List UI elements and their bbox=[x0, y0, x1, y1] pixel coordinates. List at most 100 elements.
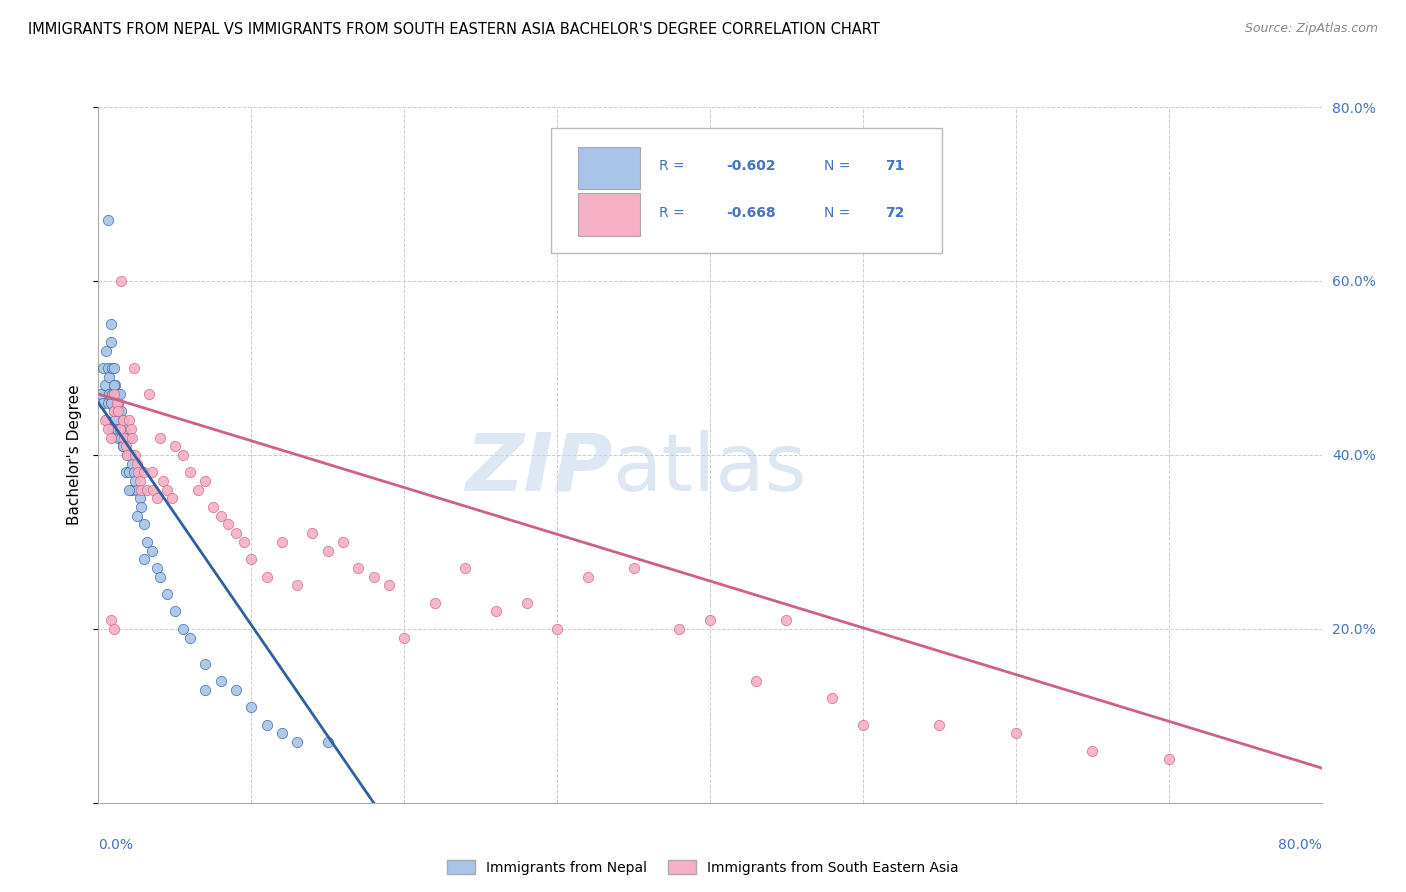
Point bbox=[121, 457, 143, 471]
Text: R =: R = bbox=[658, 206, 689, 219]
Point bbox=[699, 613, 721, 627]
FancyBboxPatch shape bbox=[578, 146, 640, 189]
Point bbox=[546, 622, 568, 636]
Point bbox=[240, 700, 263, 714]
Point bbox=[118, 483, 141, 497]
Point bbox=[623, 561, 645, 575]
Point bbox=[98, 387, 121, 401]
Text: Source: ZipAtlas.com: Source: ZipAtlas.com bbox=[1244, 22, 1378, 36]
Point bbox=[101, 422, 124, 436]
Point bbox=[103, 622, 125, 636]
Point bbox=[138, 387, 160, 401]
Point bbox=[120, 422, 142, 436]
Point bbox=[134, 466, 156, 480]
Point bbox=[110, 274, 132, 288]
Point bbox=[134, 552, 156, 566]
Point bbox=[108, 422, 131, 436]
Point bbox=[668, 622, 690, 636]
Point bbox=[576, 570, 599, 584]
Point bbox=[115, 431, 138, 445]
Point bbox=[136, 483, 159, 497]
Point bbox=[316, 543, 339, 558]
Point bbox=[145, 561, 167, 575]
Text: N =: N = bbox=[824, 159, 855, 173]
Text: 72: 72 bbox=[884, 206, 904, 219]
Point bbox=[378, 578, 401, 592]
Point bbox=[225, 526, 247, 541]
Point bbox=[120, 448, 142, 462]
Point bbox=[1157, 752, 1180, 766]
Point bbox=[117, 448, 139, 462]
Point bbox=[125, 508, 148, 523]
Point bbox=[103, 360, 125, 375]
Point bbox=[852, 717, 875, 731]
Point bbox=[301, 526, 323, 541]
Point bbox=[100, 396, 122, 410]
Point bbox=[122, 466, 145, 480]
Point bbox=[745, 674, 768, 689]
Point bbox=[112, 422, 135, 436]
Point bbox=[516, 596, 538, 610]
Point bbox=[108, 387, 131, 401]
Point bbox=[127, 466, 149, 480]
Point bbox=[454, 561, 477, 575]
Point bbox=[97, 396, 120, 410]
Point bbox=[108, 422, 131, 436]
Point bbox=[141, 543, 163, 558]
Point bbox=[821, 691, 844, 706]
Point bbox=[101, 360, 124, 375]
Text: ZIP: ZIP bbox=[465, 430, 612, 508]
Point bbox=[93, 378, 115, 392]
Point bbox=[256, 570, 278, 584]
Point bbox=[118, 413, 141, 427]
Point bbox=[111, 439, 134, 453]
Point bbox=[107, 404, 129, 418]
Point bbox=[270, 726, 292, 740]
Point bbox=[163, 439, 186, 453]
Text: 71: 71 bbox=[884, 159, 904, 173]
Point bbox=[103, 404, 125, 418]
Point bbox=[103, 387, 125, 401]
Point bbox=[93, 413, 115, 427]
Text: 0.0%: 0.0% bbox=[98, 838, 134, 852]
Point bbox=[232, 534, 254, 549]
Point bbox=[209, 674, 232, 689]
Point bbox=[101, 387, 124, 401]
Point bbox=[97, 360, 120, 375]
Point bbox=[172, 622, 194, 636]
Point bbox=[1081, 744, 1104, 758]
Point bbox=[107, 431, 129, 445]
Point bbox=[316, 735, 339, 749]
Point bbox=[1004, 726, 1026, 740]
Point bbox=[100, 613, 122, 627]
Point bbox=[141, 466, 163, 480]
Point bbox=[423, 596, 446, 610]
Point bbox=[110, 404, 132, 418]
Point bbox=[152, 474, 174, 488]
Point bbox=[194, 682, 217, 697]
Point bbox=[105, 404, 128, 418]
Point bbox=[104, 413, 127, 427]
Point bbox=[347, 561, 370, 575]
Point bbox=[111, 439, 134, 453]
Point bbox=[202, 500, 225, 514]
Point bbox=[103, 387, 125, 401]
Point bbox=[775, 613, 797, 627]
Point bbox=[129, 483, 152, 497]
Point bbox=[240, 552, 263, 566]
Point bbox=[256, 717, 278, 731]
Point bbox=[209, 508, 232, 523]
Point bbox=[363, 570, 385, 584]
Point bbox=[98, 369, 121, 384]
Point bbox=[270, 534, 292, 549]
Text: 80.0%: 80.0% bbox=[1278, 838, 1322, 852]
Point bbox=[136, 534, 159, 549]
Point bbox=[108, 422, 131, 436]
Point bbox=[121, 431, 143, 445]
FancyBboxPatch shape bbox=[578, 194, 640, 235]
Point bbox=[392, 631, 416, 645]
Point bbox=[149, 570, 172, 584]
Point bbox=[91, 396, 114, 410]
Point bbox=[110, 431, 132, 445]
Point bbox=[100, 334, 122, 349]
